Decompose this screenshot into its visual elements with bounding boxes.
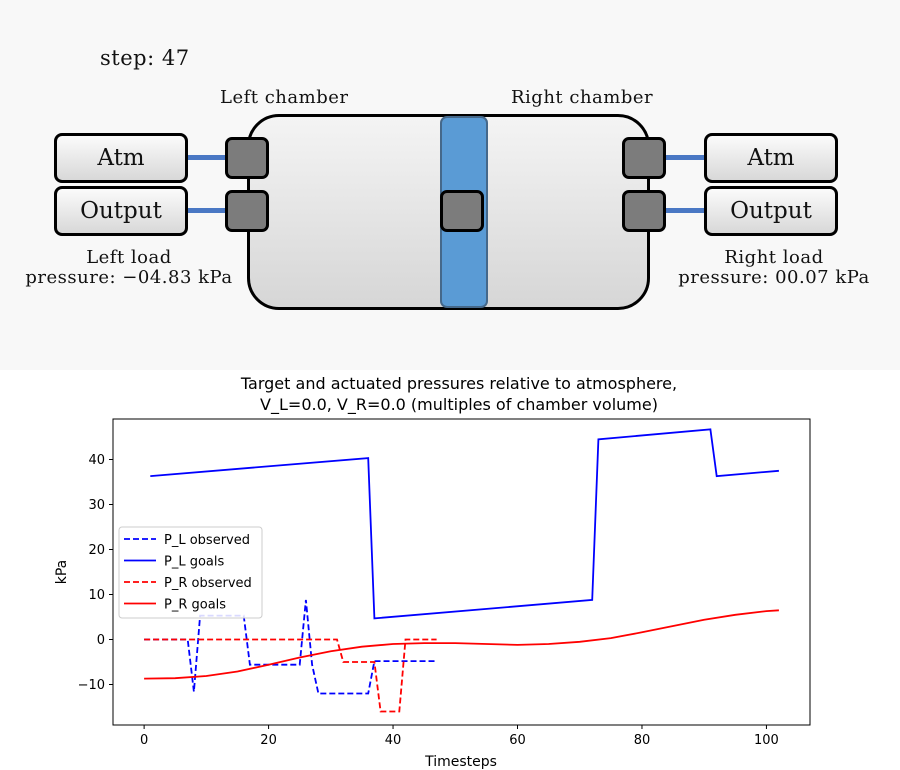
right-load-pressure: pressure: 00.07 kPa bbox=[678, 267, 870, 288]
y-tick-label: 10 bbox=[88, 588, 105, 603]
series-line-p-l-goals bbox=[150, 428, 779, 620]
legend-entry: P_R observed bbox=[164, 576, 252, 591]
left-atm-valve bbox=[225, 137, 269, 179]
right-atm-pipe bbox=[664, 155, 708, 160]
x-axis-label: Timesteps bbox=[424, 754, 497, 770]
left-atm-pipe bbox=[188, 155, 228, 160]
x-tick-label: 60 bbox=[509, 733, 526, 748]
piston-valve bbox=[440, 190, 484, 232]
plot-frame bbox=[112, 418, 811, 726]
left-output-pipe bbox=[188, 208, 228, 213]
x-tick-label: 100 bbox=[754, 733, 779, 748]
chart-title-line2: V_L=0.0, V_R=0.0 (multiples of chamber v… bbox=[260, 395, 658, 414]
series-line-p-l-observed bbox=[144, 599, 437, 695]
x-tick-label: 20 bbox=[260, 733, 277, 748]
y-tick-label: 0 bbox=[97, 633, 105, 648]
y-tick-label: 20 bbox=[88, 543, 105, 558]
x-tick-label: 40 bbox=[385, 733, 402, 748]
right-output-valve bbox=[622, 190, 666, 232]
x-tick-label: 0 bbox=[140, 733, 148, 748]
right-output-pipe bbox=[664, 208, 708, 213]
right-atm-button[interactable]: Atm bbox=[704, 133, 838, 183]
left-load-pressure: pressure: −04.83 kPa bbox=[25, 267, 233, 288]
y-tick-label: 30 bbox=[88, 498, 105, 513]
legend-entry: P_L observed bbox=[164, 533, 250, 548]
right-output-button[interactable]: Output bbox=[704, 186, 838, 236]
series-line-p-r-goals bbox=[144, 609, 779, 680]
left-atm-button[interactable]: Atm bbox=[54, 133, 188, 183]
x-tick-label: 80 bbox=[634, 733, 651, 748]
y-tick-label: −10 bbox=[78, 678, 105, 693]
legend-entry: P_R goals bbox=[164, 598, 226, 613]
y-tick-label: 40 bbox=[88, 453, 105, 468]
legend-box bbox=[118, 526, 263, 619]
right-atm-valve bbox=[622, 137, 666, 179]
left-output-valve bbox=[225, 190, 269, 232]
step-counter: step: 47 bbox=[100, 46, 190, 70]
simulation-panel: step: 47 Left chamber Right chamber Atm … bbox=[0, 0, 900, 370]
left-load-readout: Left load pressure: −04.83 kPa bbox=[10, 248, 248, 288]
series-line-p-r-observed bbox=[144, 638, 437, 713]
chart-title-line1: Target and actuated pressures relative t… bbox=[240, 374, 678, 393]
right-chamber-label: Right chamber bbox=[511, 87, 654, 108]
left-load-label: Left load bbox=[86, 247, 172, 268]
left-output-button[interactable]: Output bbox=[54, 186, 188, 236]
right-load-readout: Right load pressure: 00.07 kPa bbox=[660, 248, 888, 288]
right-load-label: Right load bbox=[724, 247, 824, 268]
legend-entry: P_L goals bbox=[164, 555, 224, 570]
y-axis-label: kPa bbox=[54, 560, 70, 585]
left-chamber-label: Left chamber bbox=[220, 87, 349, 108]
